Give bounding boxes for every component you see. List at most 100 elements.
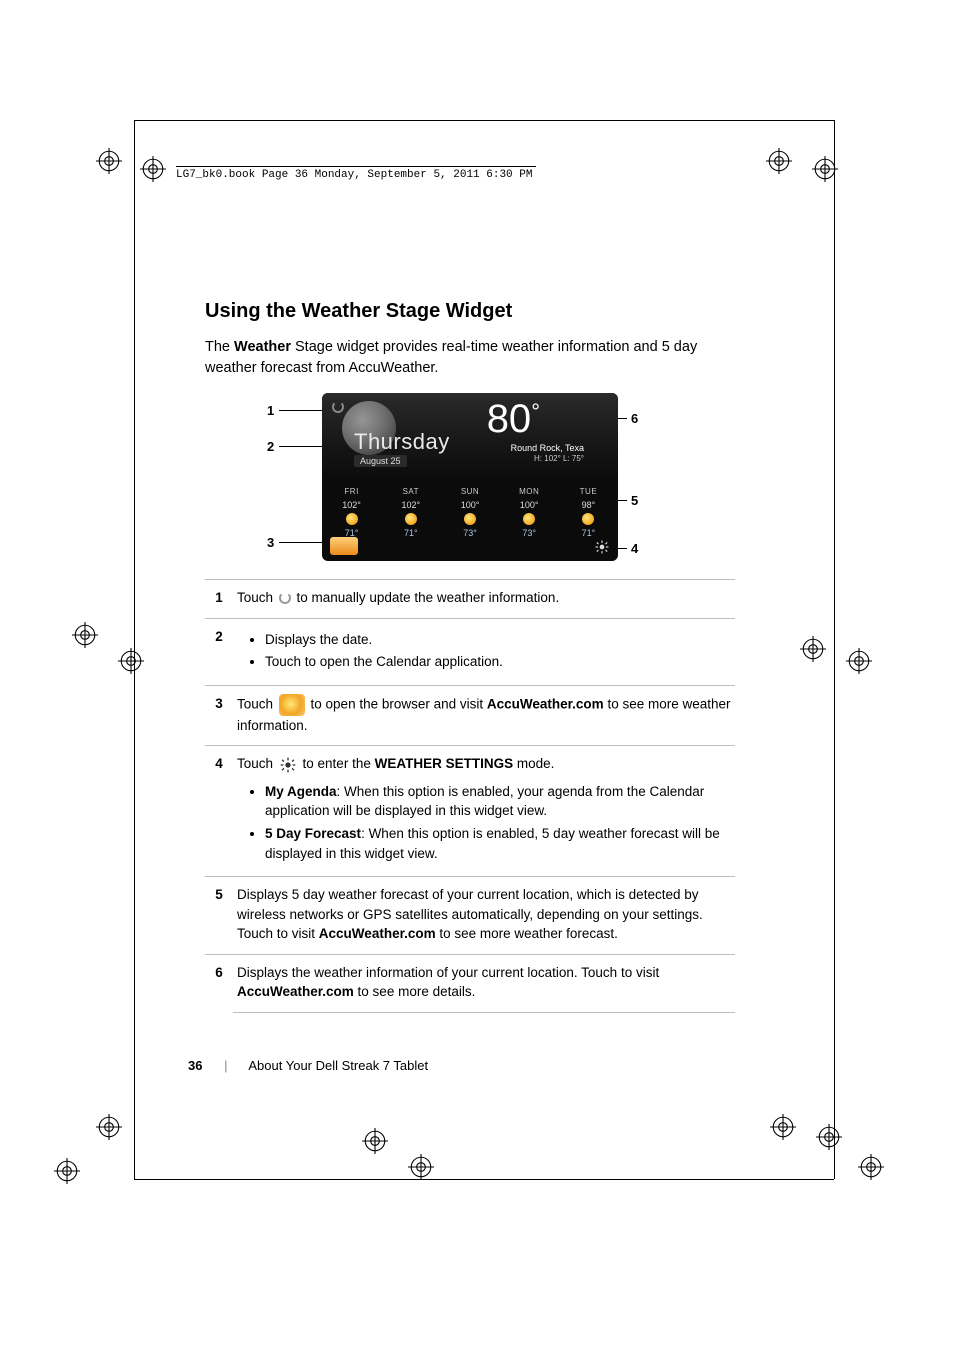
registration-mark-icon — [816, 1124, 842, 1150]
registration-mark-icon — [118, 648, 144, 674]
forecast-dayname: TUE — [559, 487, 618, 496]
list-item: Touch to open the Calendar application. — [265, 652, 731, 672]
callout-6: 6 — [631, 411, 638, 426]
text-bold: AccuWeather.com — [237, 984, 354, 999]
text-bold: Weather — [234, 339, 291, 355]
forecast-dayname: SUN — [440, 487, 499, 496]
widget-date: August 25 — [354, 455, 407, 467]
sun-icon — [523, 513, 535, 525]
widget-figure: 1 2 3 6 5 4 Thursday August 25 80° Round… — [205, 393, 735, 561]
forecast-day: SAT 102° 71° — [381, 487, 440, 561]
forecast-lo: 73° — [500, 528, 559, 538]
gear-icon — [279, 756, 297, 774]
text: mode. — [513, 756, 554, 771]
forecast-dayname: MON — [500, 487, 559, 496]
callout-3: 3 — [267, 535, 274, 550]
widget-temperature: 80° — [487, 399, 540, 439]
widget-location: Round Rock, Texa H: 102° L: 75° — [511, 443, 584, 463]
registration-mark-icon — [408, 1154, 434, 1180]
text: Touch — [237, 590, 277, 605]
print-header: LG7_bk0.book Page 36 Monday, September 5… — [176, 166, 536, 181]
registration-mark-icon — [140, 156, 166, 182]
text: to open the browser and visit — [307, 696, 487, 711]
row-number: 2 — [205, 618, 233, 685]
registration-mark-icon — [846, 648, 872, 674]
section-heading: Using the Weather Stage Widget — [205, 300, 735, 323]
registration-mark-icon — [96, 1114, 122, 1140]
registration-mark-icon — [54, 1158, 80, 1184]
callout-2: 2 — [267, 439, 274, 454]
text: to see more details. — [354, 984, 476, 999]
forecast-dayname: FRI — [322, 487, 381, 496]
forecast-hi: 102° — [322, 500, 381, 510]
sun-icon — [464, 513, 476, 525]
registration-mark-icon — [770, 1114, 796, 1140]
row-text: Displays 5 day weather forecast of your … — [233, 877, 735, 955]
crop-line — [134, 120, 834, 121]
refresh-icon — [279, 592, 291, 604]
gear-icon — [592, 537, 612, 557]
hi-lo-text: H: 102° L: 75° — [511, 454, 584, 464]
intro-paragraph: The Weather Stage widget provides real-t… — [205, 337, 735, 379]
page-footer: 36 | About Your Dell Streak 7 Tablet — [188, 1058, 428, 1073]
row-text: Touch to enter the WEATHER SETTINGS mode… — [233, 746, 735, 877]
page-number: 36 — [188, 1058, 202, 1073]
forecast-hi: 102° — [381, 500, 440, 510]
row-text: Displays the date. Touch to open the Cal… — [233, 618, 735, 685]
row-text: Touch to open the browser and visit Accu… — [233, 685, 735, 746]
list-item: 5 Day Forecast: When this option is enab… — [265, 824, 731, 863]
crop-line — [134, 1179, 834, 1180]
text-bold: 5 Day Forecast — [265, 826, 361, 841]
row-number: 1 — [205, 580, 233, 619]
forecast-hi: 98° — [559, 500, 618, 510]
forecast-hi: 100° — [440, 500, 499, 510]
text-bold: WEATHER SETTINGS — [375, 756, 514, 771]
footer-section: About Your Dell Streak 7 Tablet — [248, 1058, 428, 1073]
list-item: My Agenda: When this option is enabled, … — [265, 782, 731, 821]
text: to manually update the weather informati… — [293, 590, 559, 605]
refresh-icon — [332, 401, 344, 413]
degree-symbol: ° — [531, 399, 540, 424]
description-table: 1 Touch to manually update the weather i… — [205, 579, 735, 1013]
text: Touch — [237, 756, 277, 771]
forecast-hi: 100° — [500, 500, 559, 510]
registration-mark-icon — [72, 622, 98, 648]
registration-mark-icon — [766, 148, 792, 174]
location-text: Round Rock, Texa — [511, 443, 584, 454]
widget-dayname: Thursday — [354, 429, 450, 455]
row-number: 5 — [205, 877, 233, 955]
list-item: Displays the date. — [265, 630, 731, 650]
callout-5: 5 — [631, 493, 638, 508]
registration-mark-icon — [858, 1154, 884, 1180]
row-text: Displays the weather information of your… — [233, 954, 735, 1012]
text: The — [205, 339, 234, 355]
row-number: 3 — [205, 685, 233, 746]
text-bold: AccuWeather.com — [319, 926, 436, 941]
accuweather-icon — [279, 694, 305, 716]
accuweather-icon — [330, 537, 358, 555]
registration-mark-icon — [800, 636, 826, 662]
registration-mark-icon — [812, 156, 838, 182]
text: Touch — [237, 696, 277, 711]
crop-line — [834, 120, 835, 1179]
footer-separator: | — [224, 1058, 227, 1073]
row-number: 4 — [205, 746, 233, 877]
row-text: Touch to manually update the weather inf… — [233, 580, 735, 619]
temp-value: 80 — [487, 397, 532, 441]
text-bold: AccuWeather.com — [487, 696, 604, 711]
forecast-day: MON 100° 73° — [500, 487, 559, 561]
forecast-lo: 71° — [381, 528, 440, 538]
text-bold: My Agenda — [265, 784, 337, 799]
sun-icon — [582, 513, 594, 525]
forecast-row: FRI102°71°SAT102°71°SUN100°73°MON100°73°… — [322, 481, 618, 561]
text: Displays the weather information of your… — [237, 965, 659, 980]
sun-icon — [405, 513, 417, 525]
forecast-dayname: SAT — [381, 487, 440, 496]
registration-mark-icon — [362, 1128, 388, 1154]
text: to enter the — [299, 756, 375, 771]
forecast-day: SUN 100° 73° — [440, 487, 499, 561]
sun-icon — [346, 513, 358, 525]
registration-mark-icon — [96, 148, 122, 174]
forecast-lo: 73° — [440, 528, 499, 538]
weather-widget-screenshot: Thursday August 25 80° Round Rock, Texa … — [322, 393, 618, 561]
